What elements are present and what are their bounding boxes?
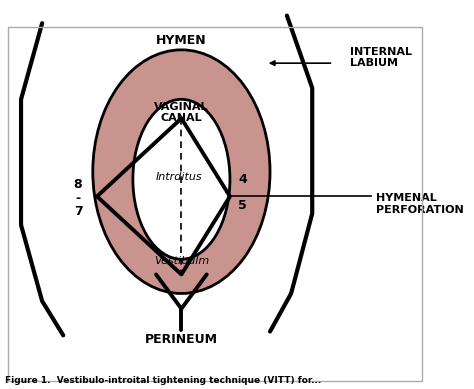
Text: 5: 5 [238, 200, 247, 212]
Text: Vestibulm: Vestibulm [154, 256, 209, 266]
Text: VAGINAL
CANAL: VAGINAL CANAL [154, 102, 209, 123]
Ellipse shape [133, 99, 230, 259]
Text: 7: 7 [73, 205, 82, 218]
Text: Intrditus: Intrditus [156, 172, 202, 182]
Text: HYMEN: HYMEN [156, 34, 207, 47]
Text: 8: 8 [73, 179, 82, 191]
Text: Figure 1.  Vestibulo-introital tightening technique (VITT) for...: Figure 1. Vestibulo-introital tightening… [5, 376, 321, 385]
Text: 4: 4 [238, 173, 247, 186]
Text: -: - [75, 192, 81, 205]
Text: INTERNAL
LABIUM: INTERNAL LABIUM [350, 47, 412, 68]
Text: PERINEUM: PERINEUM [145, 333, 218, 346]
Text: HYMENAL
PERFORATION: HYMENAL PERFORATION [375, 193, 463, 215]
Ellipse shape [93, 50, 270, 293]
